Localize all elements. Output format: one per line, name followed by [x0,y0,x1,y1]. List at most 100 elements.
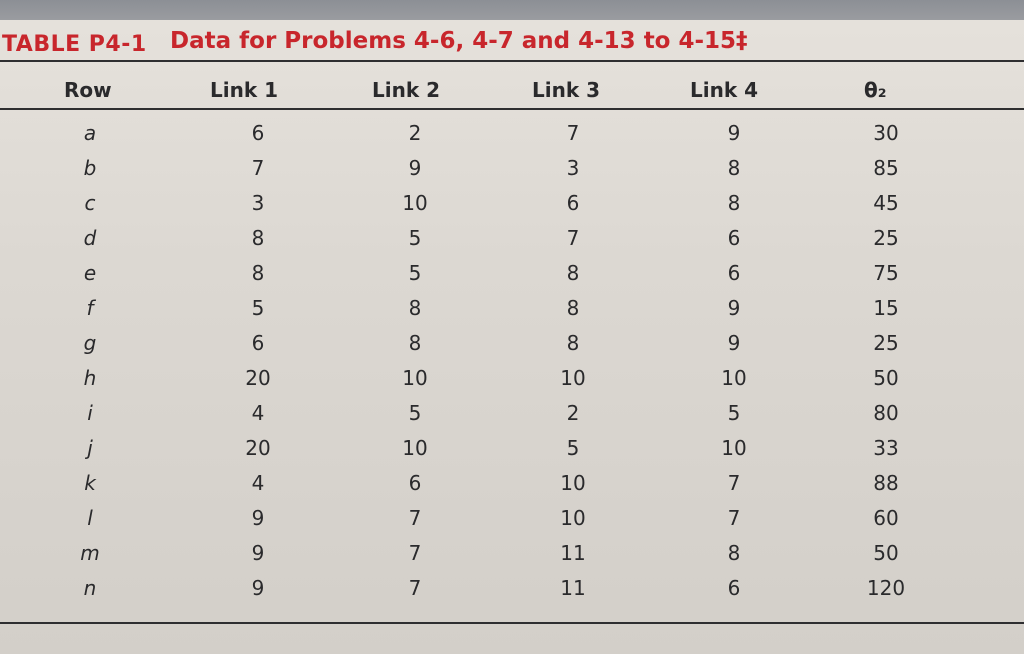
cell-link-4: 8 [727,541,741,565]
cell-link-3: 8 [566,261,580,285]
cell-link-4: 6 [727,261,741,285]
cell-link-3: 11 [560,576,586,600]
cell-link-4: 8 [727,191,741,215]
cell-link-3: 5 [566,436,580,460]
cell-link-3: 10 [560,506,586,530]
cell-theta-2: 33 [873,436,899,460]
cell-link-2: 10 [402,191,428,215]
table-row: l 9 7 10 7 60 [0,502,1024,537]
cell-link-1: 9 [251,576,265,600]
table-row: f 5 8 8 9 15 [0,292,1024,327]
cell-link-4: 10 [721,436,747,460]
table-row: k 4 6 10 7 88 [0,467,1024,502]
cell-row: f [86,296,94,320]
cell-row: n [83,576,97,600]
table-body: a 6 2 7 9 30 b 7 9 3 8 85 c 3 10 6 8 45 d 8 5 7 6 25 e 8 5 8 6 75 f 5 8 8… [0,117,1024,607]
cell-link-3: 2 [566,401,580,425]
header-link-3: Link 3 [532,78,601,102]
table-caption: TABLE P4-1 Data for Problems 4-6, 4-7 an… [0,22,1024,66]
table-number: TABLE P4-1 [2,32,147,57]
page-edge-band [0,0,1024,20]
table-row: a 6 2 7 9 30 [0,117,1024,152]
cell-link-1: 9 [251,541,265,565]
cell-link-2: 5 [408,401,422,425]
top-rule [0,60,1024,62]
cell-theta-2: 88 [873,471,899,495]
cell-link-1: 20 [245,436,271,460]
cell-link-1: 7 [251,156,265,180]
cell-link-3: 7 [566,226,580,250]
table-row: d 8 5 7 6 25 [0,222,1024,257]
cell-row: d [83,226,97,250]
table-row: n 9 7 11 6 120 [0,572,1024,607]
header-link-2: Link 2 [372,78,441,102]
cell-link-4: 6 [727,226,741,250]
cell-link-1: 4 [251,401,265,425]
cell-row: e [83,261,97,285]
cell-row: m [80,541,100,565]
cell-theta-2: 75 [873,261,899,285]
cell-link-4: 9 [727,121,741,145]
cell-link-1: 6 [251,331,265,355]
cell-theta-2: 60 [873,506,899,530]
table-title: Data for Problems 4-6, 4-7 and 4-13 to 4… [170,28,748,54]
cell-link-1: 8 [251,226,265,250]
cell-link-4: 7 [727,471,741,495]
header-link-4: Link 4 [690,78,759,102]
header-row: Row [64,78,112,102]
cell-link-4: 10 [721,366,747,390]
cell-link-2: 5 [408,261,422,285]
cell-link-4: 9 [727,331,741,355]
cell-theta-2: 50 [873,366,899,390]
cell-link-3: 3 [566,156,580,180]
cell-theta-2: 25 [873,331,899,355]
cell-link-2: 5 [408,226,422,250]
cell-link-4: 7 [727,506,741,530]
cell-link-1: 20 [245,366,271,390]
cell-link-1: 3 [251,191,265,215]
cell-theta-2: 30 [873,121,899,145]
table-row: m 9 7 11 8 50 [0,537,1024,572]
table-row: i 4 5 2 5 80 [0,397,1024,432]
cell-link-3: 11 [560,541,586,565]
cell-theta-2: 50 [873,541,899,565]
cell-theta-2: 45 [873,191,899,215]
cell-link-2: 7 [408,506,422,530]
cell-link-2: 9 [408,156,422,180]
cell-link-3: 10 [560,471,586,495]
cell-row: b [83,156,97,180]
bottom-rule [0,622,1024,624]
table-row: h 20 10 10 10 50 [0,362,1024,397]
cell-link-2: 6 [408,471,422,495]
cell-link-3: 6 [566,191,580,215]
cell-link-2: 7 [408,576,422,600]
header-theta-2: θ₂ [864,78,887,102]
cell-row: h [83,366,97,390]
cell-link-4: 5 [727,401,741,425]
cell-row: k [84,471,96,495]
cell-link-1: 5 [251,296,265,320]
cell-theta-2: 85 [873,156,899,180]
cell-row: i [87,401,93,425]
table-row: e 8 5 8 6 75 [0,257,1024,292]
cell-link-1: 6 [251,121,265,145]
cell-row: c [84,191,96,215]
header-link-1: Link 1 [210,78,279,102]
cell-theta-2: 15 [873,296,899,320]
cell-link-4: 9 [727,296,741,320]
table-row: b 7 9 3 8 85 [0,152,1024,187]
table-row: c 3 10 6 8 45 [0,187,1024,222]
cell-link-3: 8 [566,331,580,355]
cell-theta-2: 120 [866,576,906,600]
cell-link-2: 8 [408,331,422,355]
cell-link-3: 10 [560,366,586,390]
cell-link-3: 7 [566,121,580,145]
cell-link-2: 10 [402,436,428,460]
cell-theta-2: 80 [873,401,899,425]
cell-link-1: 8 [251,261,265,285]
cell-link-1: 9 [251,506,265,530]
cell-link-1: 4 [251,471,265,495]
cell-theta-2: 25 [873,226,899,250]
cell-link-4: 6 [727,576,741,600]
cell-row: l [87,506,93,530]
